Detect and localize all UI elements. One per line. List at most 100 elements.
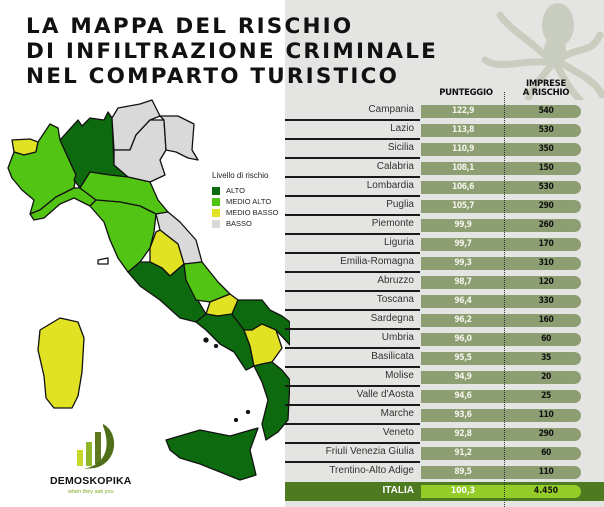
table-row: Basilicata 95,5 35 — [285, 348, 604, 368]
italy-risk-map — [7, 99, 290, 481]
table-row: Sicilia 110,9 350 — [285, 139, 604, 159]
table-row: Trentino-Alto Adige 89,5 110 — [285, 462, 604, 481]
row-separator — [285, 214, 420, 216]
logo-tagline: when they ask you — [68, 489, 114, 495]
imprese-value: 60 — [541, 448, 551, 458]
punteggio-value: 94,9 — [454, 372, 472, 382]
region-name: Friuli Venezia Giulia — [325, 446, 414, 457]
table-panel-background — [285, 0, 604, 507]
value-bar — [421, 257, 581, 270]
table-row: Lombardia 106,6 530 — [285, 177, 604, 197]
legend-label: ALTO — [226, 186, 245, 195]
table-row: Calabria 108,1 150 — [285, 158, 604, 178]
column-divider — [504, 92, 505, 507]
table-row: Umbria 96,0 60 — [285, 329, 604, 349]
title-line-3: NEL COMPARTO TURISTICO — [26, 64, 400, 89]
region-calabria — [253, 361, 290, 441]
value-bar — [421, 181, 581, 194]
region-friuli-venezia-giulia — [159, 115, 199, 161]
imprese-value: 530 — [538, 182, 554, 192]
value-bar — [421, 219, 581, 232]
value-bar — [421, 371, 581, 384]
region-name: Umbria — [381, 332, 414, 343]
value-bar — [421, 466, 581, 479]
punteggio-value: 122,9 — [451, 106, 475, 116]
imprese-value: 350 — [538, 144, 554, 154]
region-name: Sardegna — [370, 313, 414, 324]
legend-item-alto: ALTO — [212, 185, 279, 196]
region-name: Toscana — [376, 294, 414, 305]
value-bar — [421, 352, 581, 365]
imprese-value: 110 — [538, 467, 554, 477]
header-imprese: IMPRESE A RISCHIO — [512, 80, 580, 98]
table-row: Molise 94,9 20 — [285, 367, 604, 387]
punteggio-value: 99,7 — [454, 239, 472, 249]
region-name: Calabria — [376, 161, 414, 172]
legend-title: Livello di rischio — [212, 171, 269, 180]
value-bar — [421, 143, 581, 156]
region-name: Marche — [380, 408, 414, 419]
imprese-value: 20 — [541, 372, 551, 382]
row-separator — [285, 309, 420, 311]
region-name: Lombardia — [366, 180, 414, 191]
region-sardegna — [37, 317, 85, 409]
row-separator — [285, 328, 420, 330]
punteggio-value: 98,7 — [454, 277, 472, 287]
page-title: LA MAPPA DEL RISCHIO DI INFILTRAZIONE CR… — [26, 14, 438, 89]
region-sicilia — [165, 427, 259, 481]
punteggio-value: 106,6 — [451, 182, 475, 192]
region-name: Molise — [385, 370, 414, 381]
legend-item-medio-basso: MEDIO BASSO — [212, 207, 279, 218]
region-name: Puglia — [386, 199, 414, 210]
row-separator — [285, 442, 420, 444]
header-punteggio: PUNTEGGIO — [439, 88, 493, 98]
region-name: Veneto — [382, 427, 414, 438]
row-separator — [285, 157, 420, 159]
value-bar — [421, 409, 581, 422]
legend-swatch — [212, 219, 220, 228]
imprese-value: 540 — [538, 106, 554, 116]
punteggio-value: 92,8 — [454, 429, 472, 439]
region-name: Emilia-Romagna — [340, 256, 414, 267]
punteggio-value: 91,2 — [454, 448, 472, 458]
punteggio-value: 96,0 — [454, 334, 472, 344]
table-row: Piemonte 99,9 260 — [285, 215, 604, 235]
map-legend: Livello di rischio ALTO MEDIO ALTO MEDIO… — [212, 171, 279, 229]
imprese-value: 150 — [538, 163, 554, 173]
row-separator — [285, 138, 420, 140]
header-imprese-line1: IMPRESE — [525, 79, 567, 89]
imprese-value: 330 — [538, 296, 554, 306]
row-separator — [285, 252, 420, 254]
row-separator — [285, 423, 420, 425]
region-name: Liguria — [383, 237, 414, 248]
row-separator — [285, 119, 420, 121]
imprese-value: 160 — [538, 315, 554, 325]
imprese-value: 60 — [541, 334, 551, 344]
imprese-value: 310 — [538, 258, 554, 268]
row-separator — [285, 347, 420, 349]
row-separator — [285, 271, 420, 273]
value-bar — [421, 276, 581, 289]
imprese-value: 35 — [541, 353, 551, 363]
table-row: Marche 93,6 110 — [285, 405, 604, 425]
demoskopika-logo: DEMOSKOPIKA when they ask you — [48, 418, 148, 498]
region-name: Sicilia — [387, 142, 414, 153]
punteggio-value: 99,9 — [454, 220, 472, 230]
punteggio-value: 93,6 — [454, 410, 472, 420]
punteggio-value: 110,9 — [451, 144, 475, 154]
region-name: Piemonte — [371, 218, 414, 229]
value-bar — [421, 295, 581, 308]
region-campania — [195, 313, 255, 371]
octopus-icon — [481, 3, 604, 100]
value-bar — [421, 238, 581, 251]
table-row: Valle d'Aosta 94,6 25 — [285, 386, 604, 406]
title-line-2: DI INFILTRAZIONE CRIMINALE — [26, 39, 438, 64]
table-row: Lazio 113,8 530 — [285, 120, 604, 140]
punteggio-value: 113,8 — [451, 125, 475, 135]
imprese-value: 290 — [538, 429, 554, 439]
punteggio-value: 96,2 — [454, 315, 472, 325]
value-bar — [421, 333, 581, 346]
legend-label: MEDIO ALTO — [226, 197, 272, 206]
row-separator — [285, 290, 420, 292]
row-separator — [285, 195, 420, 197]
